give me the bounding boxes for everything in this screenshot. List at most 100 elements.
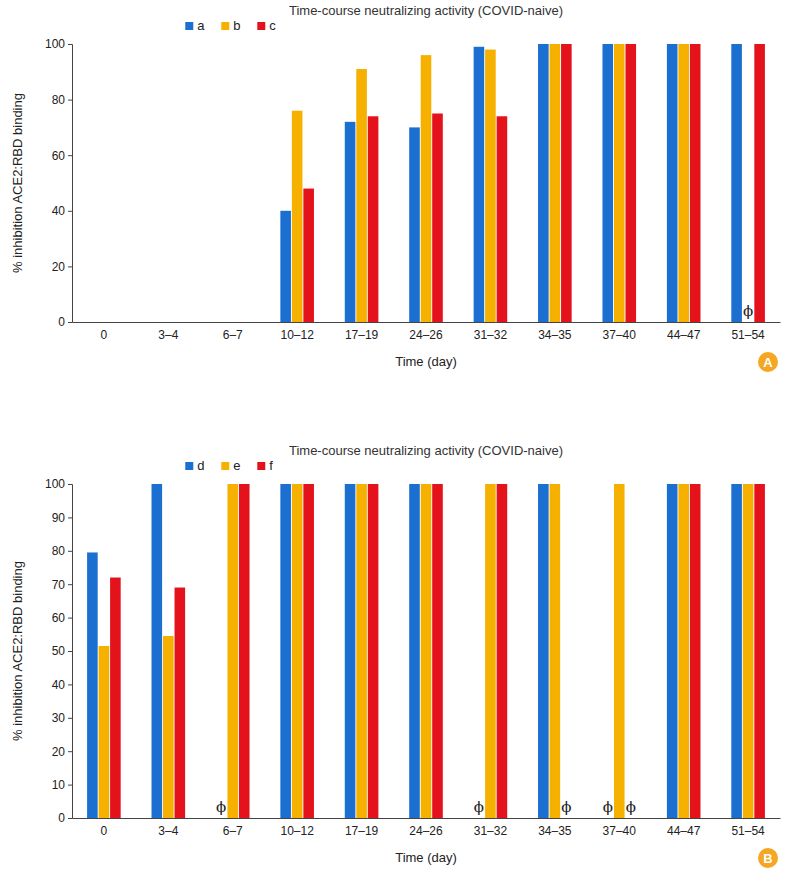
bar: [690, 44, 701, 322]
bar: [99, 322, 110, 323]
annotation: ϕ: [474, 798, 484, 816]
x-axis-title: Time (day): [395, 354, 457, 369]
bar: [87, 552, 98, 818]
x-axis: 03–46–710–1217–1924–2631–3234–3537–4044–…: [73, 818, 781, 838]
bar: [292, 484, 303, 818]
tick: 40: [52, 204, 72, 218]
axis-line: [73, 322, 781, 323]
tick-mark: [68, 322, 72, 323]
legend-label: c: [269, 18, 276, 33]
bar: [163, 322, 174, 323]
tick-mark: [68, 211, 72, 212]
x-axis: 03–46–710–1217–1924–2631–3234–3537–4044–…: [73, 322, 781, 342]
axis-line: [73, 818, 781, 819]
y-axis: 0102030405060708090100: [45, 477, 73, 825]
bar: [550, 44, 561, 322]
legend-swatch: [257, 462, 265, 470]
bar: [239, 484, 250, 818]
tick-mark: [68, 651, 72, 652]
title: Time-course neutralizing activity (COVID…: [289, 443, 563, 458]
panel-label: B: [763, 851, 772, 866]
bar: [538, 44, 549, 322]
annotation: ϕ: [626, 798, 636, 816]
bar: [602, 44, 613, 322]
bar: [303, 189, 314, 322]
tick: 20: [52, 260, 72, 274]
tick: 60: [52, 149, 72, 163]
legend-label: f: [269, 458, 273, 473]
tick-label: 10: [52, 778, 66, 792]
bar: [280, 484, 291, 818]
tick-label: 40: [52, 678, 66, 692]
annotation: ϕ: [216, 798, 226, 816]
tick-label: 3–4: [158, 824, 178, 838]
legend-swatch: [221, 22, 229, 30]
bar: [614, 44, 625, 322]
tick-mark: [68, 618, 72, 619]
tick-mark: [68, 684, 72, 685]
tick: 17–19: [345, 818, 379, 838]
bar: [409, 484, 420, 818]
tick-mark: [68, 100, 72, 101]
legend-label: d: [197, 458, 204, 473]
y-axis: 020406080100: [45, 37, 73, 329]
tick: 90: [52, 511, 72, 525]
legend: def: [185, 458, 273, 473]
tick-label: 0: [101, 328, 108, 342]
tick-label: 37–40: [603, 328, 637, 342]
tick: 6–7: [223, 818, 243, 838]
tick: 37–40: [603, 818, 637, 838]
bar: [421, 484, 432, 818]
bar: [356, 484, 367, 818]
bar: [368, 484, 379, 818]
tick-mark: [68, 517, 72, 518]
tick: 44–47: [667, 818, 701, 838]
tick-mark: [68, 551, 72, 552]
tick-label: 60: [52, 149, 66, 163]
tick-label: 10–12: [280, 824, 314, 838]
bar: [743, 484, 754, 818]
bar: [667, 44, 678, 322]
tick-label: 44–47: [667, 328, 701, 342]
tick: 0: [101, 322, 108, 342]
axis-line: [68, 485, 73, 819]
bar: [485, 50, 496, 322]
annotation: ϕ: [743, 302, 753, 320]
chart-panel: Time-course neutralizing activity (COVID…: [10, 443, 781, 868]
tick-mark: [68, 718, 72, 719]
panel-label: A: [763, 355, 773, 370]
tick-label: 24–26: [409, 824, 443, 838]
bar: [239, 322, 250, 323]
tick-mark: [68, 44, 72, 45]
tick: 20: [52, 745, 72, 759]
bar: [432, 484, 443, 818]
bar: [227, 484, 238, 818]
bar: [561, 44, 572, 322]
axis-line: [68, 45, 73, 323]
tick-label: 6–7: [223, 328, 243, 342]
tick-label: 37–40: [603, 824, 637, 838]
tick: 10–12: [280, 818, 314, 838]
bar: [731, 44, 742, 322]
tick-mark: [68, 785, 72, 786]
bar: [152, 484, 163, 818]
bar: [152, 322, 163, 323]
tick-label: 70: [52, 578, 66, 592]
bar: [614, 484, 625, 818]
chart-panel: Time-course neutralizing activity (COVID…: [10, 3, 781, 372]
bar: [667, 484, 678, 818]
bar: [292, 111, 303, 322]
tick-label: 51–54: [731, 328, 765, 342]
tick: 6–7: [223, 322, 243, 342]
tick-label: 44–47: [667, 824, 701, 838]
bar: [99, 646, 110, 818]
tick: 100: [45, 477, 72, 491]
tick-mark: [68, 155, 72, 156]
bars: [87, 484, 765, 818]
y-axis-title: % inhibition ACE2:RBD binding: [10, 93, 25, 273]
tick-label: 34–35: [538, 824, 572, 838]
bar: [303, 484, 314, 818]
legend-swatch: [257, 22, 265, 30]
tick-label: 20: [52, 745, 66, 759]
tick-label: 0: [58, 811, 65, 825]
